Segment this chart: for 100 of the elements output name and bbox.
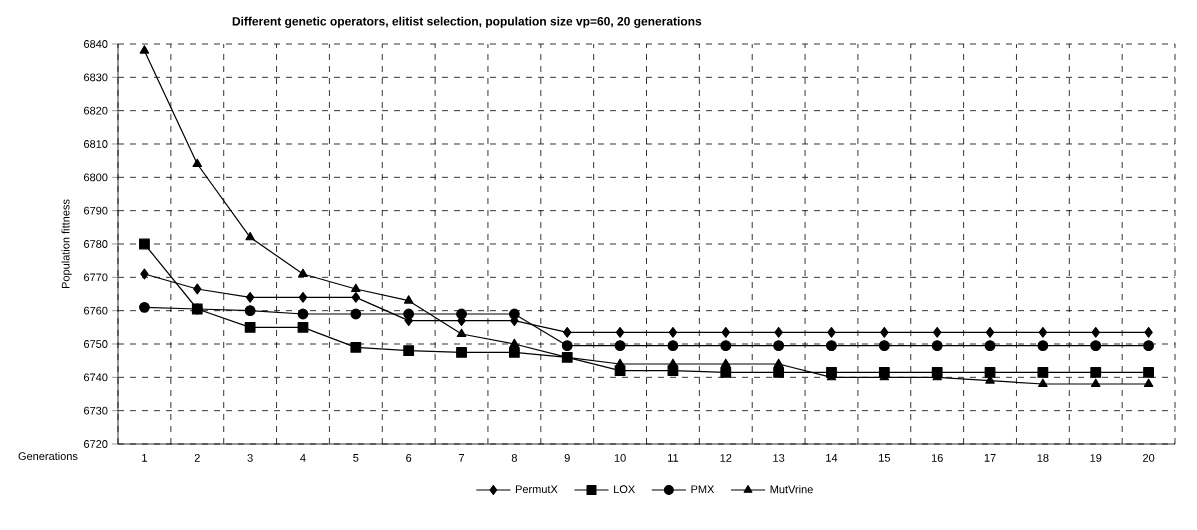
x-tick-label: 18 bbox=[1037, 454, 1049, 462]
x-tick-label: 1 bbox=[142, 454, 147, 462]
point bbox=[827, 326, 836, 338]
x-tick-label: 17 bbox=[984, 454, 996, 462]
x-tick-label: 2 bbox=[194, 454, 200, 462]
point bbox=[561, 340, 573, 352]
point bbox=[298, 291, 308, 303]
y-tick-label: 6740 bbox=[84, 373, 108, 382]
point bbox=[456, 346, 467, 358]
point bbox=[403, 295, 414, 304]
x-tick-label: 8 bbox=[511, 454, 517, 462]
point bbox=[773, 340, 785, 352]
x-tick-label: 5 bbox=[353, 454, 359, 462]
point bbox=[1038, 378, 1048, 387]
x-tick-label: 3 bbox=[247, 454, 253, 462]
x-tick-label: 16 bbox=[931, 454, 943, 462]
point bbox=[1090, 340, 1102, 352]
legend-label: MutVrine bbox=[770, 485, 813, 494]
point bbox=[1090, 366, 1102, 378]
point bbox=[140, 268, 149, 280]
point bbox=[931, 340, 943, 352]
point bbox=[403, 345, 415, 357]
y-tick-label: 6830 bbox=[84, 73, 108, 82]
point bbox=[245, 291, 255, 303]
legend-label: PMX bbox=[691, 485, 715, 493]
x-tick-label: 11 bbox=[668, 454, 679, 462]
point bbox=[244, 321, 256, 333]
point bbox=[193, 283, 202, 295]
x-tick-label: 10 bbox=[614, 454, 626, 462]
point bbox=[1143, 366, 1154, 378]
point bbox=[1037, 366, 1049, 378]
x-tick-label: 7 bbox=[459, 454, 465, 462]
point bbox=[774, 326, 783, 338]
point bbox=[932, 326, 942, 338]
point bbox=[244, 305, 256, 317]
point bbox=[773, 358, 784, 367]
x-tick-label: 20 bbox=[1143, 454, 1155, 462]
point bbox=[880, 326, 889, 338]
point bbox=[1143, 378, 1154, 387]
point bbox=[984, 340, 996, 352]
y-tick-label: 6720 bbox=[84, 440, 108, 448]
point bbox=[139, 45, 150, 54]
point bbox=[298, 268, 308, 277]
point bbox=[508, 346, 520, 358]
point bbox=[297, 308, 309, 320]
point bbox=[720, 366, 732, 378]
point bbox=[350, 308, 362, 320]
point bbox=[245, 231, 255, 241]
point bbox=[403, 308, 415, 320]
x-tick-label: 15 bbox=[879, 454, 890, 462]
point bbox=[351, 291, 361, 303]
y-tick-label: 6800 bbox=[84, 173, 108, 182]
y-tick-label: 6780 bbox=[84, 240, 108, 248]
point bbox=[192, 158, 203, 167]
point bbox=[509, 338, 520, 347]
point bbox=[667, 340, 679, 352]
point bbox=[985, 326, 995, 338]
point bbox=[456, 308, 467, 320]
point bbox=[1038, 326, 1048, 338]
point bbox=[668, 358, 678, 367]
point bbox=[350, 341, 362, 353]
y-tick-label: 6810 bbox=[84, 140, 108, 148]
y-tick-label: 6790 bbox=[84, 206, 108, 215]
x-tick-label: 13 bbox=[773, 454, 785, 462]
point bbox=[721, 326, 730, 338]
x-tick-label: 19 bbox=[1090, 454, 1102, 462]
point bbox=[139, 301, 150, 313]
x-tick-label: 12 bbox=[720, 454, 732, 462]
point bbox=[563, 326, 572, 338]
point bbox=[1091, 326, 1100, 338]
y-tick-label: 6770 bbox=[84, 273, 108, 282]
point bbox=[1037, 340, 1049, 352]
y-axis-title: Population fittness bbox=[61, 199, 72, 289]
point bbox=[826, 340, 837, 352]
point bbox=[1143, 340, 1154, 352]
point bbox=[139, 238, 150, 250]
point bbox=[615, 326, 625, 338]
x-tick-label: 6 bbox=[406, 454, 412, 462]
y-tick-label: 6750 bbox=[84, 340, 108, 348]
point bbox=[1090, 378, 1101, 387]
point bbox=[615, 358, 625, 367]
point bbox=[878, 340, 890, 352]
point bbox=[508, 308, 520, 320]
x-tick-label: 9 bbox=[564, 454, 570, 462]
y-tick-label: 6730 bbox=[84, 406, 108, 415]
chart-title: Different genetic operators, elitist selection, population size vp=60, 20 generations bbox=[232, 16, 702, 28]
point bbox=[773, 366, 785, 378]
x-axis-title: Generations bbox=[18, 451, 78, 461]
point bbox=[297, 321, 309, 333]
point bbox=[721, 358, 731, 367]
point bbox=[456, 328, 467, 337]
point bbox=[1144, 326, 1153, 338]
point bbox=[614, 340, 626, 352]
point bbox=[351, 283, 361, 292]
y-tick-label: 6760 bbox=[84, 306, 108, 315]
point bbox=[720, 340, 732, 352]
point bbox=[668, 326, 678, 338]
legend-label: PermutX bbox=[515, 485, 558, 494]
y-tick-label: 6840 bbox=[84, 40, 108, 48]
y-tick-label: 6820 bbox=[84, 106, 108, 115]
